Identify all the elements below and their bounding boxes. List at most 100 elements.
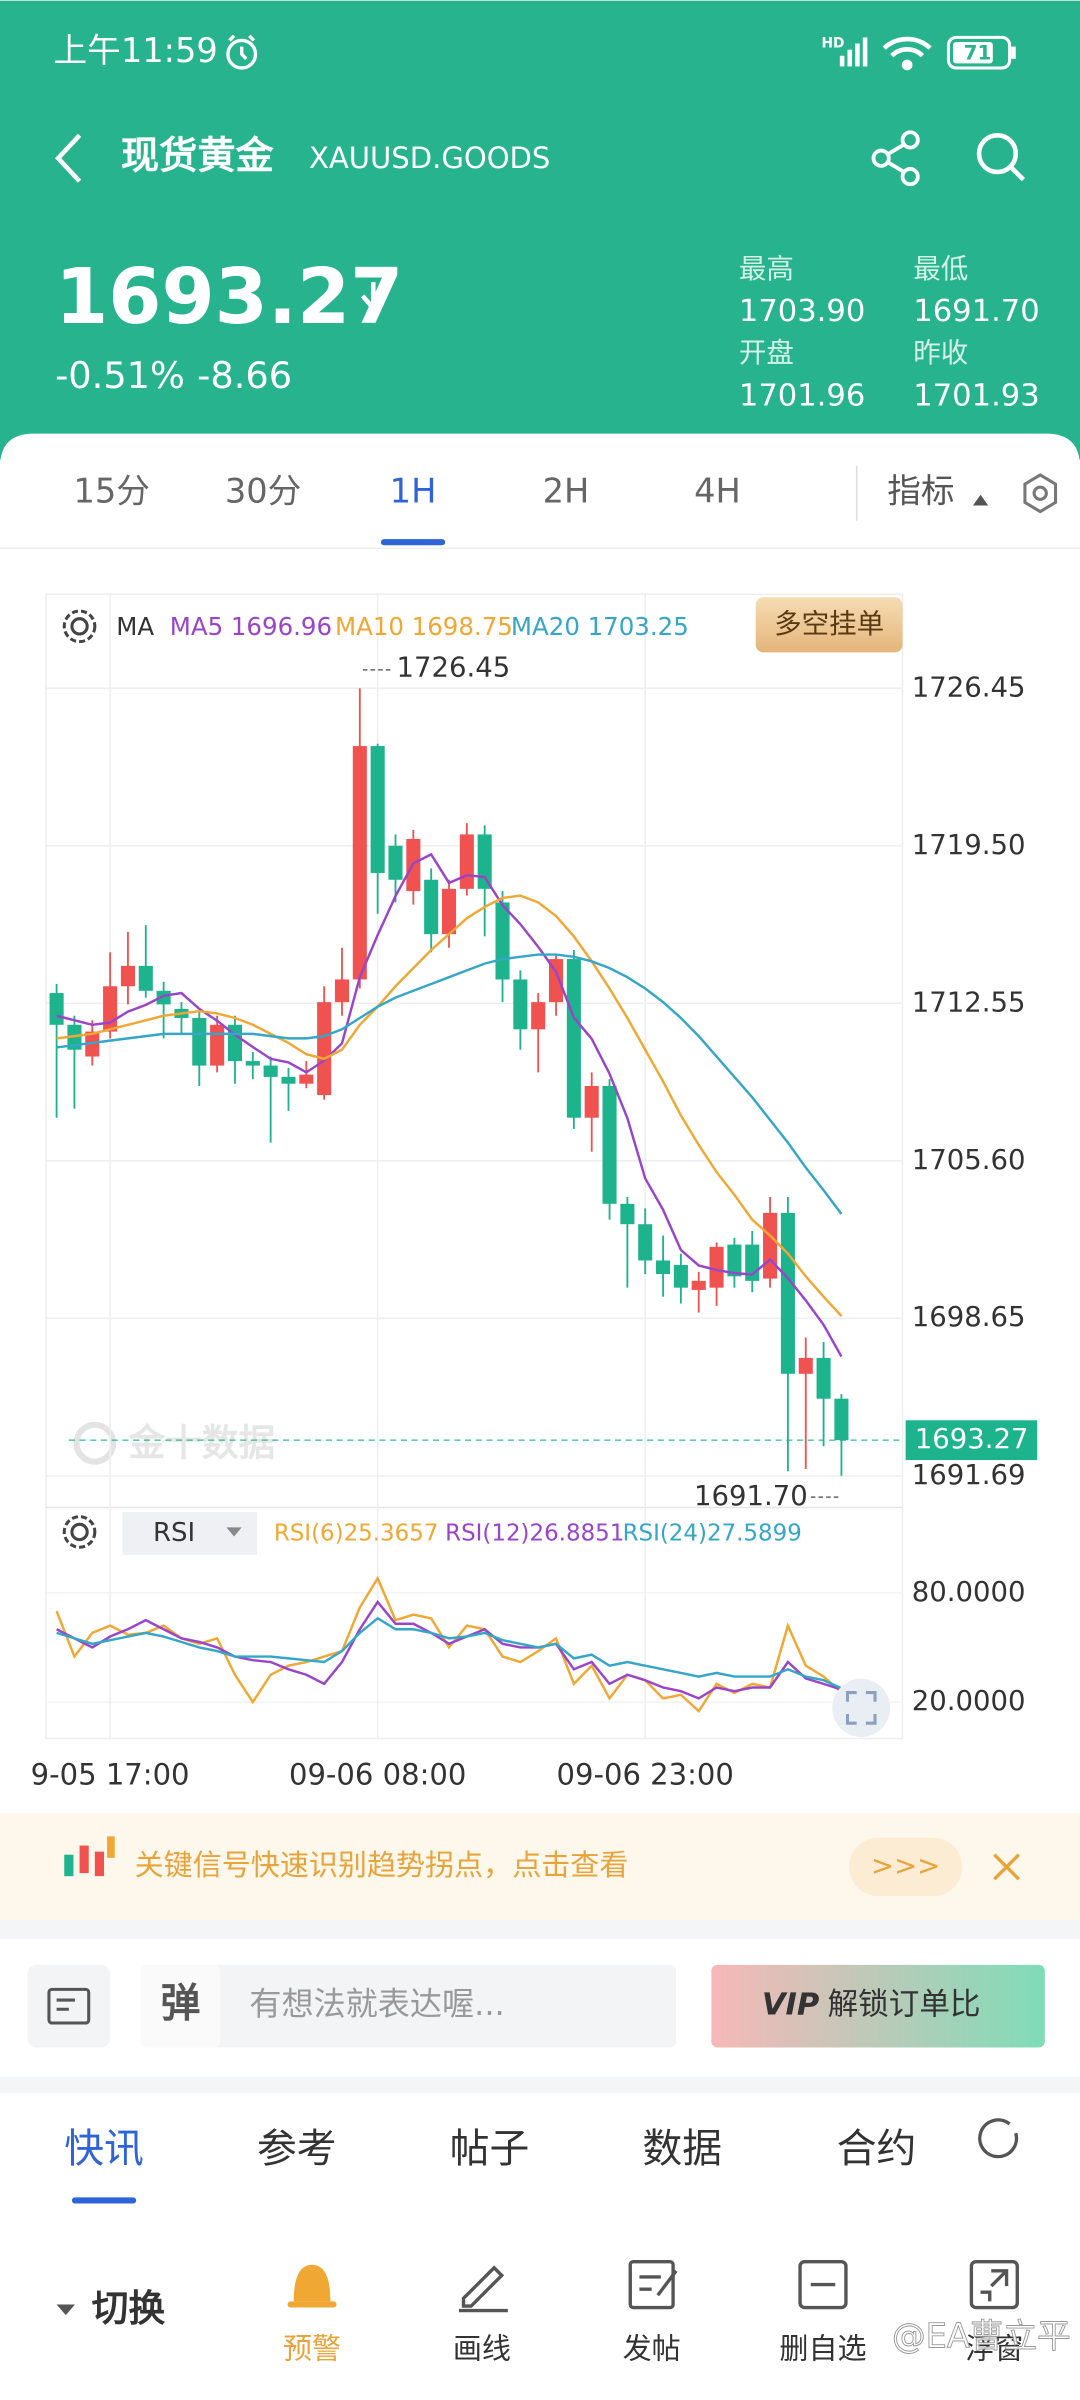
legend-entry: RSI(24)27.5899 [623,1520,802,1546]
candle-body [763,1212,778,1279]
status-time: 上午11:59 [54,31,218,70]
news-tab[interactable]: 帖子 [450,2126,530,2172]
composer-icon[interactable] [27,1964,111,2048]
last-price-label: 1693.27 [915,1423,1029,1455]
switch-caret [56,2304,75,2316]
candle-body [620,1203,635,1225]
candle-body [388,845,403,880]
ma-settings[interactable] [62,609,97,644]
timeframe-tab[interactable]: 2H [543,472,590,511]
button-label: 多空挂单 [774,608,884,640]
candle-body [816,1357,831,1399]
expand-icon [845,1691,877,1725]
rsi-caret [226,1527,242,1537]
toolbar-label[interactable]: 发帖 [623,2331,681,2365]
news-tab[interactable]: 参考 [257,2126,337,2172]
stat-label: 昨收 [913,337,968,369]
symbol: XAUUSD.GOODS [309,141,550,175]
gap [0,1920,1080,1939]
vip-button-label: 解锁订单比 [828,1988,981,2023]
expand-button[interactable] [832,1678,891,1737]
chart-settings[interactable] [1023,473,1058,514]
share-button[interactable] [871,130,920,187]
toolbar-label[interactable]: 预警 [283,2331,341,2365]
candle-body [780,1212,795,1374]
watermark: @EA曹立平 [892,2317,1071,2356]
timeframe-tab[interactable]: 30分 [225,472,301,511]
banner-text[interactable]: 关键信号快速识别趋势拐点，点击查看 [135,1848,629,1882]
max-label: 1726.45 [397,651,511,683]
draw-icon [458,2265,508,2313]
gap2 [0,2076,1080,2094]
network-label: HD [821,36,844,52]
legend-value: 27.5899 [707,1520,802,1546]
legend-name: RSI(6) [274,1520,344,1546]
legend-value: 1698.75 [412,612,513,641]
legend-value: 26.8851 [530,1520,625,1546]
stat-value: 1701.96 [739,378,865,413]
banner-button[interactable] [849,1837,963,1897]
candle-body [798,1357,813,1374]
timeframe-underline [380,539,446,546]
switch-button[interactable]: 切换 [92,2287,166,2330]
candle-body [548,959,564,1003]
indicator-name: MA [116,612,154,641]
legend-entry: MA5 1696.96 [170,612,332,641]
news-tab[interactable]: 合约 [837,2126,917,2172]
watermark-logo [73,1421,117,1465]
back-button[interactable] [54,133,82,183]
timeframe-tab[interactable]: 15分 [73,472,149,511]
candle-body [673,1265,688,1288]
candle-body [370,746,385,873]
stat-value: 1703.90 [739,294,865,329]
y-tick-label: 1691.69 [912,1459,1026,1491]
header-bg [0,0,1080,460]
news-tab-underline [71,2197,137,2204]
post-icon [628,2259,678,2310]
stat-value: 1691.70 [913,294,1039,329]
candle-body [459,834,474,889]
banner-close[interactable] [993,1853,1021,1881]
toolbar-label[interactable]: 画线 [453,2331,511,2365]
y-tick-label: 1712.55 [912,986,1026,1018]
danmaku-badge: 弹 [161,1981,201,2027]
danmaku-box [140,1964,221,2048]
indicator-line [56,852,843,1358]
news-tab[interactable]: 快讯 [64,2126,144,2172]
candle-body [477,834,492,889]
refresh-button[interactable] [978,2118,1019,2159]
indicator-name: RSI [153,1518,195,1548]
down-arrow [360,282,386,312]
candle-body [49,993,64,1025]
alarm-icon [226,34,258,70]
vip-button[interactable] [711,1964,1045,2048]
toolbar-label[interactable]: 浮窗 [965,2331,1023,2365]
y-tick-label: 20.0000 [912,1685,1026,1717]
composer-input[interactable] [140,1964,677,2048]
news-tab[interactable]: 数据 [643,2126,723,2172]
candle-body [281,1076,296,1084]
toolbar-label[interactable]: 删自选 [779,2331,866,2365]
change: -0.51% -8.66 [55,353,292,396]
candle-body [192,1017,207,1066]
legend-name: MA20 [511,612,580,641]
search-button[interactable] [976,133,1026,182]
candle-body [513,979,528,1030]
timeframe-tab[interactable]: 1H [390,472,437,511]
candle-body [299,1074,314,1084]
indicator-button[interactable]: 指标 [887,472,954,511]
candle-body [103,986,118,1032]
long-short-button[interactable] [755,597,903,653]
timeframe-tab[interactable]: 4H [694,472,741,511]
legend-entry: MA20 1703.25 [511,612,689,641]
rsi-settings[interactable] [62,1515,97,1549]
candle-body [691,1280,706,1290]
candle-body [424,879,439,935]
card [0,433,1080,2400]
x-tick-label: 9-05 17:00 [31,1758,190,1792]
legend-entry: MA10 1698.75 [335,612,513,641]
candle-body [245,1061,260,1066]
change-abs: -8.66 [197,353,292,396]
candle-body [531,1002,546,1030]
